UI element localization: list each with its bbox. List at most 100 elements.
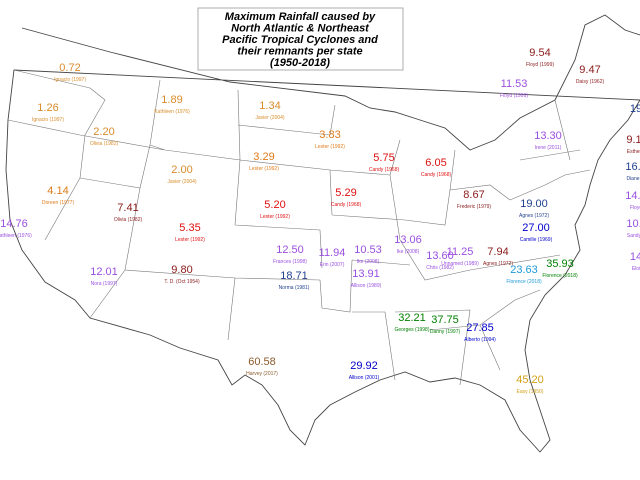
storm-name: Diane <box>626 176 639 182</box>
rainfall-value: 35.93 <box>546 258 574 270</box>
storm-name: Florence (2018) <box>542 273 578 279</box>
title-line: North Atlantic & Northeast <box>231 23 370 35</box>
rainfall-value: 3.29 <box>253 151 274 163</box>
storm-name: Esther <box>627 149 640 155</box>
rainfall-value: 19.00 <box>520 198 548 210</box>
rainfall-value: 27.00 <box>522 222 550 234</box>
storm-name: Allison (1989) <box>351 283 382 289</box>
storm-name: Candy (1968) <box>421 172 452 178</box>
storm-name: Frances (1998) <box>273 259 307 265</box>
storm-name: Erin (2007) <box>320 262 345 268</box>
storm-name: Ignacio (1997) <box>54 77 86 83</box>
rainfall-value: 5.75 <box>373 152 394 164</box>
rainfall-value: 32.21 <box>398 312 426 324</box>
rainfall-value: 4.14 <box>47 185 68 197</box>
storm-name: Eloi <box>632 266 640 272</box>
storm-name: Camille (1969) <box>520 237 553 243</box>
storm-name: Harvey (2017) <box>246 371 278 377</box>
rainfall-value: 5.35 <box>179 222 200 234</box>
storm-name: Kathleen (1976) <box>154 109 190 115</box>
storm-name: T. D. (Oct 1954) <box>164 279 200 285</box>
storm-name: Ike (2008) <box>397 249 420 255</box>
rainfall-value: 9.54 <box>529 47 550 59</box>
rainfall-value: 37.75 <box>431 314 459 326</box>
rainfall-value: 23.63 <box>510 264 538 276</box>
rainfall-value: 1.89 <box>161 94 182 106</box>
storm-name: Ignacio (1997) <box>32 117 64 123</box>
storm-name: Agnes (1972) <box>519 213 549 219</box>
map-outlines <box>5 14 640 453</box>
rainfall-value: 18.71 <box>280 270 308 282</box>
state-lines <box>7 69 591 386</box>
rainfall-value: 1.34 <box>259 100 280 112</box>
rainfall-value: 10.53 <box>354 244 382 256</box>
rainfall-value: 6.05 <box>425 157 446 169</box>
rainfall-value: 19 <box>630 103 640 115</box>
storm-name: Javier (2004) <box>167 179 197 185</box>
rainfall-value: 11.25 <box>447 246 474 258</box>
rainfall-value: 0.72 <box>59 62 80 74</box>
rainfall-value: 60.58 <box>248 356 276 368</box>
storm-name: Danny (1997) <box>430 329 461 335</box>
storm-name: Allison (2001) <box>349 375 380 381</box>
storm-name: Irene (2011) <box>535 145 562 151</box>
storm-name: Floyd (1999) <box>500 93 528 99</box>
storm-name: Lester (1992) <box>315 144 345 150</box>
storm-name: Candy (1968) <box>331 202 362 208</box>
storm-name: Nora (1997) <box>91 281 118 287</box>
title-line: Maximum Rainfall caused by <box>225 11 376 23</box>
rainfall-value: 9.1 <box>626 134 640 146</box>
us-outline <box>5 14 640 453</box>
rainfall-value: 9.47 <box>579 64 600 76</box>
rainfall-value: 2.20 <box>93 126 114 138</box>
storm-name: Kathleen (1976) <box>0 233 32 239</box>
rainfall-value: 13.06 <box>394 234 422 246</box>
storm-name: Unnamed (1989) <box>441 261 479 267</box>
rainfall-value: 29.92 <box>350 360 378 372</box>
rainfall-value: 7.94 <box>487 246 508 258</box>
storm-name: Frederic (1979) <box>457 204 492 210</box>
storm-name: Chris (1982) <box>426 265 454 271</box>
storm-name: Floyd (1999) <box>526 62 554 68</box>
storm-name: Ike (2008) <box>357 259 380 265</box>
storm-name: Sandy <box>627 233 640 239</box>
storm-name: Lester (1992) <box>249 166 279 172</box>
rainfall-value: 12.50 <box>276 244 304 256</box>
storm-name: Candy (1968) <box>369 167 400 173</box>
storm-name: Easy (1950) <box>517 389 544 395</box>
storm-name: Agnes (1972) <box>483 261 513 267</box>
rainfall-value: 14 <box>630 251 640 263</box>
rainfall-value: 13.30 <box>534 130 562 142</box>
rainfall-value: 13.91 <box>352 268 380 280</box>
rainfall-value: 11.94 <box>319 247 346 259</box>
rainfall-value: 3.83 <box>319 129 340 141</box>
rainfall-value: 1.26 <box>37 102 58 114</box>
storm-name: Olivia (1982) <box>90 141 119 147</box>
rainfall-value: 5.20 <box>264 199 285 211</box>
title-line: (1950-2018) <box>270 57 330 69</box>
storm-name: Olivia (1982) <box>114 217 143 223</box>
storm-name: Daisy (1962) <box>576 79 605 85</box>
storm-name: Javier (2004) <box>255 115 285 121</box>
rainfall-value: 45.20 <box>516 374 544 386</box>
storm-name: Georges (1998) <box>394 327 429 333</box>
title-line: their remnants per state <box>237 46 362 58</box>
rainfall-value: 10. <box>626 218 640 230</box>
storm-name: Doreen (1977) <box>42 200 75 206</box>
rainfall-value: 7.41 <box>117 202 138 214</box>
title-line: Pacific Tropical Cyclones and <box>222 34 378 46</box>
rainfall-value: 9.80 <box>171 264 192 276</box>
rainfall-value: 8.67 <box>463 189 484 201</box>
rainfall-value: 27.85 <box>466 322 494 334</box>
storm-name: Lester (1992) <box>175 237 205 243</box>
rainfall-value: 11.53 <box>501 78 528 90</box>
storm-name: Lester (1992) <box>260 214 290 220</box>
storm-name: Florence (2018) <box>506 279 542 285</box>
storm-name: Floyd <box>630 205 640 211</box>
title-box <box>197 7 404 71</box>
rainfall-value: 12.01 <box>90 266 118 278</box>
rainfall-value: 2.00 <box>171 164 192 176</box>
storm-name: Norma (1981) <box>279 285 310 291</box>
